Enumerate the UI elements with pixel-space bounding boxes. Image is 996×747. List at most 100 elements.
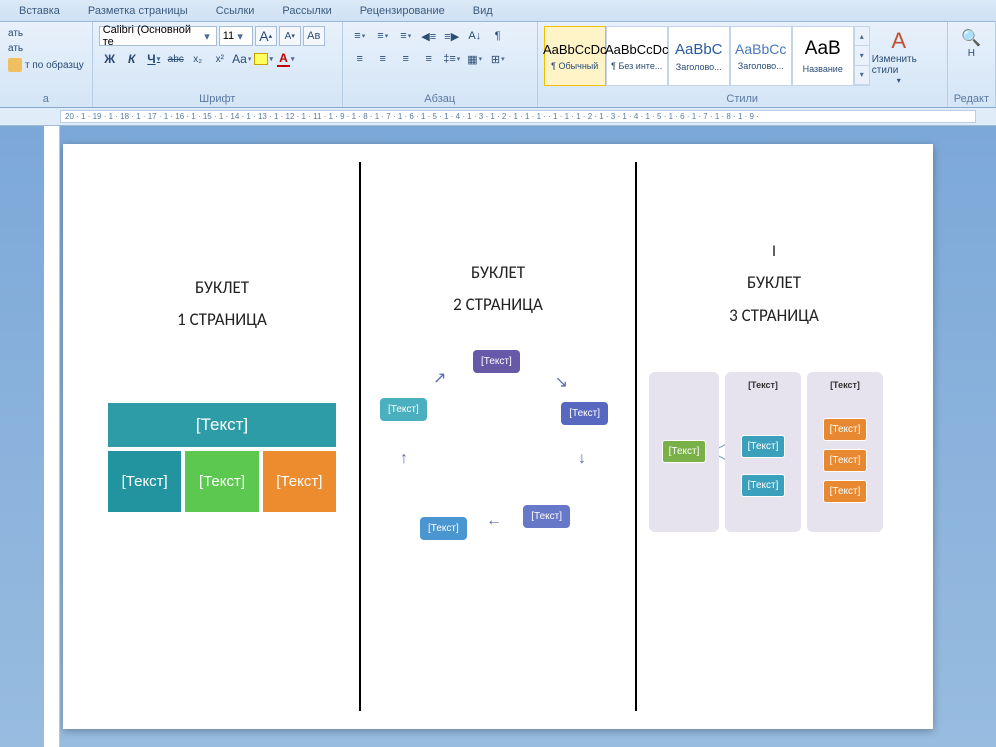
- tab-review[interactable]: Рецензирование: [346, 2, 459, 20]
- shading-button[interactable]: ▦▾: [464, 49, 486, 69]
- sa3-root[interactable]: [Текст]: [662, 440, 707, 463]
- line-spacing-button[interactable]: ‡≡▾: [441, 49, 463, 69]
- sa3-col3-title: [Текст]: [830, 380, 860, 390]
- show-marks-button[interactable]: ¶: [487, 26, 509, 46]
- tab-mailings[interactable]: Рассылки: [268, 2, 345, 20]
- cycle-node-4[interactable]: [Текст]: [420, 517, 467, 540]
- subscript-button[interactable]: x₂: [187, 49, 209, 69]
- style-heading2[interactable]: AaBbCc Заголово...: [730, 26, 792, 86]
- shrink-font-button[interactable]: A▾: [279, 26, 301, 46]
- borders-button[interactable]: ⊞▾: [487, 49, 509, 69]
- clipboard-group: ать ать т по образцу а: [0, 22, 93, 107]
- editing-group-label: Редакт: [954, 91, 989, 105]
- style-no-spacing[interactable]: AaBbCcDc ¶ Без инте...: [606, 26, 668, 86]
- panel2-title: БУКЛЕТ 2 СТРАНИЦА: [453, 257, 543, 322]
- cycle-node-5[interactable]: [Текст]: [380, 398, 427, 421]
- change-styles-button[interactable]: A Изменить стили ▾: [870, 26, 928, 86]
- arrow-icon: ↓: [578, 450, 586, 468]
- copy-button[interactable]: ать: [6, 41, 86, 56]
- sa1-cell-2[interactable]: [Текст]: [183, 449, 260, 514]
- grow-font-button[interactable]: A▴: [255, 26, 277, 46]
- find-label: Н: [968, 48, 975, 59]
- styles-group-label: Стили: [544, 91, 941, 105]
- format-painter-button[interactable]: т по образцу: [6, 56, 86, 74]
- justify-button[interactable]: ≡: [418, 49, 440, 69]
- horizontal-ruler[interactable]: 20 · 1 · 19 · 1 · 18 · 1 · 17 · 1 · 16 ·…: [0, 108, 996, 126]
- sa3-col-1: [Текст]: [649, 372, 719, 532]
- font-size-select[interactable]: 11▾: [219, 26, 253, 46]
- font-name-select[interactable]: Calibri (Основной те▾: [99, 26, 217, 46]
- tab-view[interactable]: Вид: [459, 2, 507, 20]
- smartart-hierarchy[interactable]: [Текст] [Текст] [Текст] [Текст] [Текст] …: [649, 372, 899, 552]
- tab-page-layout[interactable]: Разметка страницы: [74, 2, 202, 20]
- ribbon: ать ать т по образцу а Calibri (Основной…: [0, 22, 996, 108]
- font-group: Calibri (Основной те▾ 11▾ A▴ A▾ Aʙ Ж К Ч…: [93, 22, 343, 107]
- align-right-button[interactable]: ≡: [395, 49, 417, 69]
- cycle-node-2[interactable]: [Текст]: [561, 402, 608, 425]
- decrease-indent-button[interactable]: ◀≡: [418, 26, 440, 46]
- ruler-scale: 20 · 1 · 19 · 1 · 18 · 1 · 17 · 1 · 16 ·…: [60, 110, 976, 123]
- bold-button[interactable]: Ж: [99, 49, 121, 69]
- style-heading1[interactable]: AaBbC Заголово...: [668, 26, 730, 86]
- tab-references[interactable]: Ссылки: [202, 2, 269, 20]
- tab-insert[interactable]: Вставка: [5, 2, 74, 20]
- styles-group: AaBbCcDc ¶ Обычный AaBbCcDc ¶ Без инте..…: [538, 22, 948, 107]
- brochure-panel-1: БУКЛЕТ 1 СТРАНИЦА [Текст] [Текст] [Текст…: [85, 162, 359, 711]
- font-color-button[interactable]: A▾: [275, 49, 297, 69]
- paragraph-group-label: Абзац: [349, 91, 531, 105]
- brochure-panel-3: I БУКЛЕТ 3 СТРАНИЦА [Текст] [Текст]: [635, 162, 911, 711]
- highlight-icon: [254, 53, 268, 65]
- sa3-node-o2[interactable]: [Текст]: [823, 449, 868, 472]
- sa3-col2-title: [Текст]: [748, 380, 778, 390]
- sa3-node-o3[interactable]: [Текст]: [823, 480, 868, 503]
- brush-icon: [8, 58, 22, 72]
- multilevel-button[interactable]: ≡▾: [395, 26, 417, 46]
- paragraph-group: ≡▾ ≡▾ ≡▾ ◀≡ ≡▶ A↓ ¶ ≡ ≡ ≡ ≡ ‡≡▾ ▦▾ ⊞▾ Аб…: [343, 22, 538, 107]
- document-page[interactable]: БУКЛЕТ 1 СТРАНИЦА [Текст] [Текст] [Текст…: [63, 144, 933, 729]
- align-center-button[interactable]: ≡: [372, 49, 394, 69]
- sa3-node-b2[interactable]: [Текст]: [741, 474, 786, 497]
- change-styles-icon: A: [891, 28, 906, 54]
- font-group-label: Шрифт: [99, 91, 336, 105]
- arrow-icon: ↘: [555, 372, 568, 392]
- change-case-button[interactable]: Aa▾: [231, 49, 253, 69]
- sa1-cell-1[interactable]: [Текст]: [106, 449, 183, 514]
- sort-button[interactable]: A↓: [464, 26, 486, 46]
- sa3-node-o1[interactable]: [Текст]: [823, 418, 868, 441]
- vertical-ruler[interactable]: [44, 126, 60, 747]
- superscript-button[interactable]: x²: [209, 49, 231, 69]
- editing-group: 🔍 Н Редакт: [948, 22, 996, 107]
- sa3-col-3: [Текст] [Текст] [Текст] [Текст]: [807, 372, 883, 532]
- arrow-icon: ←: [486, 512, 502, 530]
- align-left-button[interactable]: ≡: [349, 49, 371, 69]
- document-area: БУКЛЕТ 1 СТРАНИЦА [Текст] [Текст] [Текст…: [0, 126, 996, 747]
- highlight-button[interactable]: ▾: [253, 49, 275, 69]
- arrow-icon: ↗: [433, 368, 446, 388]
- sa3-col-2: [Текст] [Текст] [Текст]: [725, 372, 801, 532]
- style-title[interactable]: AaB Название: [792, 26, 854, 86]
- cycle-node-3[interactable]: [Текст]: [523, 505, 570, 528]
- cut-button[interactable]: ать: [6, 26, 86, 41]
- numbering-button[interactable]: ≡▾: [372, 26, 394, 46]
- ribbon-tabs: Вставка Разметка страницы Ссылки Рассылк…: [0, 0, 996, 22]
- bullets-button[interactable]: ≡▾: [349, 26, 371, 46]
- sa3-node-b1[interactable]: [Текст]: [741, 435, 786, 458]
- italic-button[interactable]: К: [121, 49, 143, 69]
- cycle-node-1[interactable]: [Текст]: [473, 350, 520, 373]
- brochure-panel-2: БУКЛЕТ 2 СТРАНИЦА [Текст] [Текст] [Текст…: [359, 162, 635, 711]
- sa1-cell-3[interactable]: [Текст]: [261, 449, 338, 514]
- underline-button[interactable]: Ч▾: [143, 49, 165, 69]
- arrow-icon: ↑: [400, 450, 408, 468]
- increase-indent-button[interactable]: ≡▶: [441, 26, 463, 46]
- panel3-title: I БУКЛЕТ 3 СТРАНИЦА: [729, 237, 819, 332]
- smartart-table[interactable]: [Текст] [Текст] [Текст] [Текст]: [104, 399, 340, 516]
- sa1-header[interactable]: [Текст]: [106, 401, 338, 449]
- smartart-cycle[interactable]: [Текст] [Текст] [Текст] [Текст] [Текст] …: [378, 350, 618, 550]
- style-normal[interactable]: AaBbCcDc ¶ Обычный: [544, 26, 606, 86]
- strike-button[interactable]: abc: [165, 49, 187, 69]
- panel1-title: БУКЛЕТ 1 СТРАНИЦА: [177, 272, 267, 337]
- styles-scroll[interactable]: ▴▾▾: [854, 26, 870, 86]
- clipboard-group-label: а: [6, 91, 86, 105]
- find-icon[interactable]: 🔍: [961, 28, 981, 48]
- clear-format-button[interactable]: Aʙ: [303, 26, 325, 46]
